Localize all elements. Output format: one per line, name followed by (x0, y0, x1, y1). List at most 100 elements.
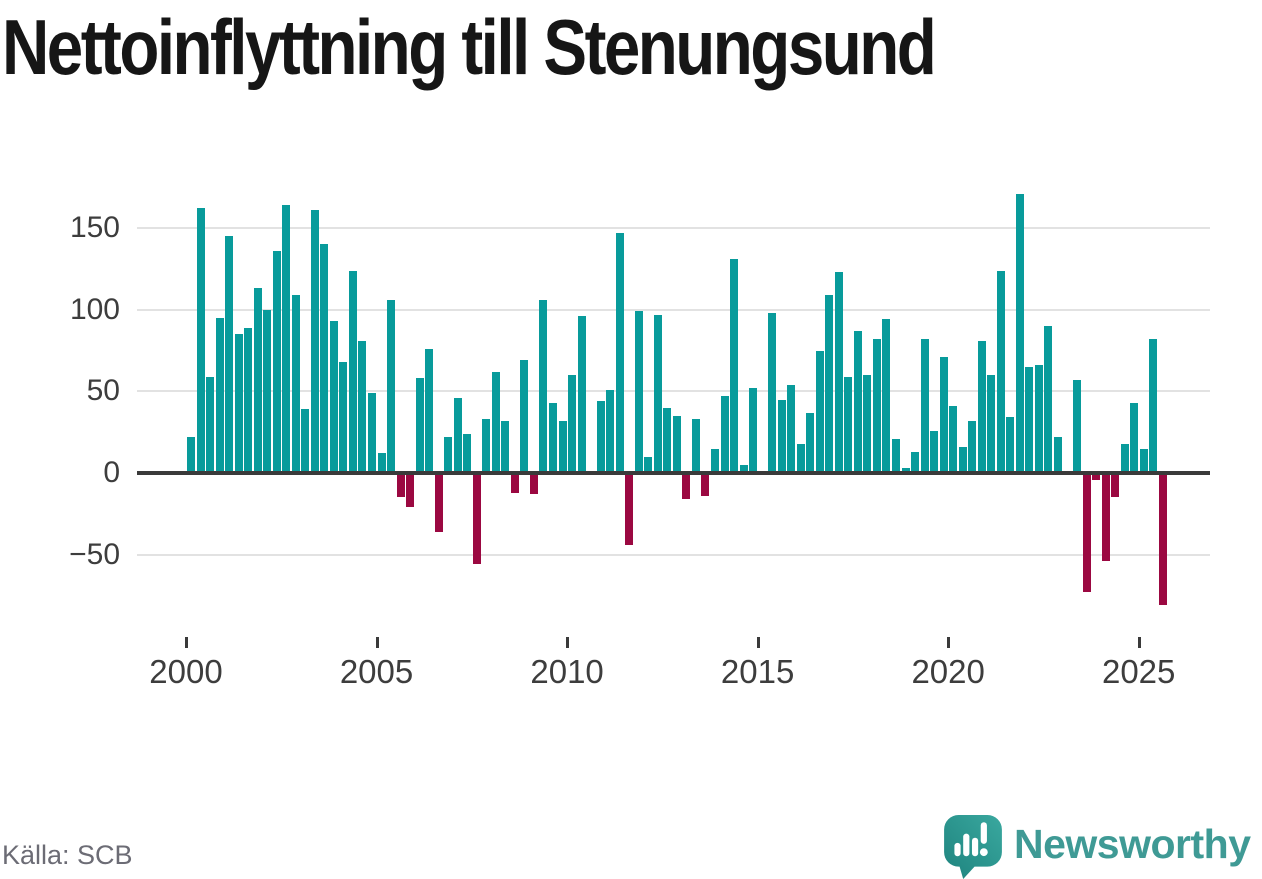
bar-2016q2 (806, 412, 815, 473)
bar-2008q2 (501, 420, 510, 473)
bar-2022q1 (1025, 366, 1034, 473)
bar-2015q4 (787, 384, 796, 473)
x-axis-tick (756, 637, 760, 648)
bar-2025q2 (1149, 339, 1158, 473)
icon-bar-2 (963, 833, 970, 857)
bar-2022q2 (1034, 365, 1043, 473)
bar-2012q3 (663, 407, 672, 473)
x-axis-zero-line (137, 471, 1210, 475)
bar-2003q2 (310, 210, 319, 473)
bar-2001q1 (225, 236, 234, 473)
bar-2002q4 (291, 295, 300, 473)
gridline (137, 390, 1210, 393)
y-axis-label: 150 (69, 211, 120, 245)
bar-2013q3 (701, 473, 710, 496)
y-axis-label: 50 (86, 374, 120, 408)
bar-2014q3 (739, 464, 748, 473)
bar-2015q2 (768, 312, 777, 473)
bar-2013q4 (710, 448, 719, 473)
x-axis-tick (947, 637, 951, 648)
bar-2016q3 (815, 350, 824, 473)
bar-2009q1 (529, 473, 538, 495)
bar-2003q4 (329, 321, 338, 473)
icon-exclamation-dot (979, 848, 988, 857)
bar-2000q1 (187, 437, 195, 473)
bar-2017q1 (834, 272, 843, 473)
bar-2020q2 (958, 446, 967, 473)
bar-2013q1 (682, 473, 691, 500)
bar-2023q3 (1082, 473, 1091, 593)
bar-2003q3 (320, 244, 329, 473)
bar-2023q4 (1092, 473, 1101, 480)
bar-2019q4 (939, 357, 948, 473)
icon-bar-3 (971, 837, 979, 857)
newsworthy-icon (944, 815, 1002, 879)
bar-2009q2 (539, 299, 548, 473)
bar-2019q1 (911, 451, 920, 473)
y-axis-label: 100 (69, 292, 120, 326)
bar-2008q1 (491, 371, 500, 473)
bar-2025q1 (1139, 448, 1148, 473)
bar-2014q4 (749, 388, 758, 473)
bar-2002q3 (282, 205, 291, 473)
icon-exclamation-stem (980, 822, 987, 844)
bar-2021q2 (996, 270, 1005, 473)
bar-2024q4 (1130, 402, 1139, 473)
x-axis-label: 2005 (339, 653, 414, 690)
bar-2004q2 (348, 270, 357, 473)
bar-2024q2 (1111, 473, 1120, 498)
y-axis-label: −50 (69, 537, 120, 571)
bar-2010q4 (596, 401, 605, 473)
bar-2007q3 (472, 473, 481, 565)
bar-2010q1 (568, 375, 577, 473)
bar-2007q2 (463, 433, 472, 473)
x-axis-tick (566, 637, 570, 648)
bar-2010q2 (577, 316, 586, 473)
x-axis-tick (375, 637, 379, 648)
bar-2022q3 (1044, 326, 1053, 473)
bar-2021q1 (987, 375, 996, 473)
bar-2011q1 (606, 389, 615, 473)
bar-2005q2 (387, 299, 396, 473)
source-note: Källa: SCB (2, 840, 133, 870)
bar-2002q2 (272, 250, 281, 473)
bar-2006q3 (434, 473, 443, 532)
bar-2021q3 (1006, 417, 1015, 473)
bar-2004q4 (368, 392, 376, 473)
newsworthy-logo: Newsworthy (944, 813, 1260, 879)
bar-2020q3 (968, 420, 977, 473)
gridline (137, 553, 1210, 556)
bar-2004q1 (339, 361, 348, 473)
bar-2019q2 (920, 339, 929, 473)
bar-2005q4 (406, 473, 415, 508)
bar-2018q3 (891, 438, 900, 473)
bar-2000q2 (196, 208, 205, 473)
x-axis-label: 2000 (149, 653, 223, 690)
bar-2009q4 (558, 420, 567, 473)
bar-2006q4 (444, 437, 453, 473)
bar-2005q3 (396, 473, 405, 498)
bar-2016q4 (825, 295, 834, 473)
bar-2008q4 (520, 360, 529, 473)
bar-2013q2 (691, 419, 700, 473)
x-axis-label: 2015 (720, 653, 795, 690)
bar-2017q4 (863, 375, 872, 473)
bar-2001q3 (244, 327, 253, 473)
bar-2011q2 (615, 232, 624, 473)
bar-2014q2 (730, 259, 739, 473)
bar-2011q3 (625, 473, 634, 545)
icon-bar-1 (954, 842, 961, 857)
bar-2019q3 (930, 430, 939, 473)
bar-2020q4 (977, 340, 986, 473)
bar-2022q4 (1053, 437, 1062, 473)
bar-2000q4 (215, 317, 224, 473)
bar-2007q1 (453, 397, 462, 473)
bar-2018q4 (901, 468, 910, 473)
bar-2006q1 (415, 378, 424, 473)
newsworthy-wordmark: Newsworthy (1014, 821, 1251, 867)
bar-2009q3 (549, 402, 558, 473)
bar-2007q4 (482, 419, 491, 473)
x-axis-label: 2025 (1101, 653, 1176, 690)
